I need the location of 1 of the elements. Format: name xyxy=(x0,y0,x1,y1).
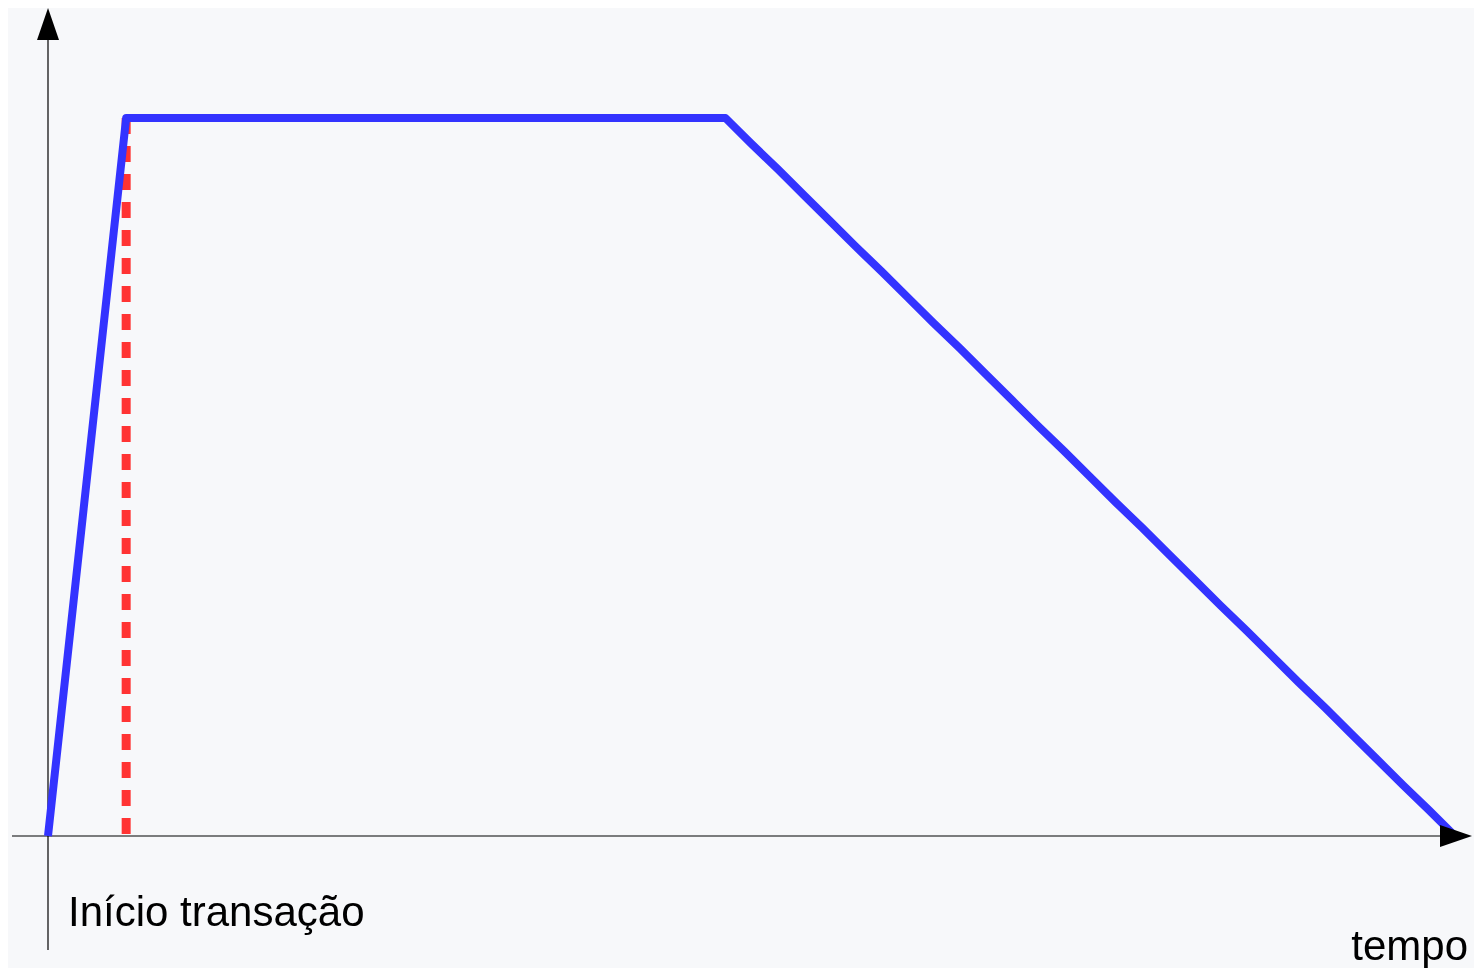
text: Início transação xyxy=(68,888,365,935)
